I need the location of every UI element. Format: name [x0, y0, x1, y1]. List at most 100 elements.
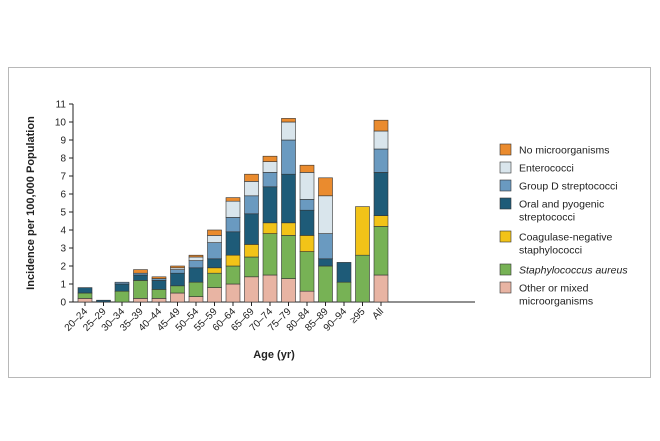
- bar-segment: [188, 254, 204, 258]
- bar-segment: [207, 272, 222, 288]
- legend-label: staphylococci: [519, 245, 582, 257]
- bar-segment: [373, 148, 389, 173]
- bar-segment: [355, 254, 370, 303]
- y-tick-label: 2: [60, 262, 66, 273]
- bar-segment: [318, 233, 333, 260]
- bar-segment: [262, 161, 278, 173]
- bar-segment: [77, 287, 93, 294]
- bar-segment: [262, 274, 278, 303]
- bar-segment: [151, 298, 167, 303]
- bar-segment: [318, 258, 333, 267]
- bar-segment: [244, 173, 259, 182]
- bar-segment: [170, 272, 185, 287]
- figure-frame: 0 1 2 3 4 5 6 7 8 9 10 11 20–24 25–29 30–34 35–39 40–44…: [8, 67, 651, 378]
- y-tick-label: 7: [60, 172, 66, 183]
- bar-segment: [299, 209, 315, 236]
- bar-segment: [281, 278, 296, 303]
- legend-label: microorganisms: [519, 296, 593, 308]
- bar-segment: [244, 244, 259, 258]
- bar-segment: [281, 139, 296, 175]
- y-tick-label: 4: [60, 226, 66, 237]
- bar-segment: [170, 265, 185, 269]
- bars: [77, 118, 389, 303]
- bar-segment: [207, 267, 222, 274]
- bar-segment: [151, 280, 167, 290]
- y-tick-label: 3: [60, 244, 66, 255]
- bar-segment: [262, 233, 278, 276]
- bar-segment: [207, 258, 222, 269]
- bar-segment: [170, 285, 185, 294]
- bar-segment: [207, 229, 222, 236]
- bar-segment: [262, 155, 278, 162]
- y-tick-label: 1: [60, 280, 66, 291]
- bar-segment: [188, 281, 204, 297]
- bar-segment: [262, 186, 278, 224]
- bar-segment: [151, 289, 167, 299]
- bar-segment: [225, 231, 241, 256]
- x-tick-label: ≥95: [348, 306, 368, 326]
- x-axis-title: Age (yr): [253, 349, 295, 361]
- bar-segment: [373, 274, 389, 303]
- legend-swatch: [499, 281, 512, 294]
- bar-segment: [262, 172, 278, 188]
- x-ticks: 20–2425–2930–3435–3940–4445–4950–5455–59…: [63, 302, 386, 334]
- bar-segment: [244, 256, 259, 278]
- legend: No microorganisms Enterococci Group D stre…: [499, 143, 628, 308]
- bar-segment: [133, 280, 148, 299]
- bar-segment: [114, 281, 130, 285]
- bar-segment: [281, 121, 296, 141]
- bar-segment: [299, 290, 315, 303]
- bar-segment: [244, 195, 259, 215]
- legend-label: No microorganisms: [519, 145, 609, 157]
- bar-segment: [318, 177, 333, 197]
- bar-segment: [96, 299, 111, 303]
- bar-segment: [170, 269, 185, 274]
- bar-segment: [299, 251, 315, 292]
- legend-swatch: [499, 197, 512, 210]
- bar-segment: [281, 118, 296, 123]
- bar-segment: [373, 226, 389, 276]
- bar-segment: [77, 292, 93, 299]
- bar-segment: [244, 213, 259, 245]
- bar-segment: [299, 235, 315, 252]
- bar-segment: [133, 298, 148, 303]
- bar-segment: [188, 256, 204, 261]
- y-tick-label: 10: [55, 118, 67, 129]
- bar-segment: [151, 276, 167, 279]
- bar-segment: [373, 130, 389, 150]
- legend-swatch: [499, 143, 512, 156]
- bar-segment: [114, 290, 130, 303]
- legend-swatch: [499, 230, 512, 243]
- bar-segment: [262, 222, 278, 234]
- y-axis-title: Incidence per 100,000 Population: [25, 116, 37, 290]
- bar-segment: [225, 283, 241, 303]
- bar-segment: [225, 254, 241, 267]
- stacked-bar-chart: 0 1 2 3 4 5 6 7 8 9 10 11 20–2425–2930–3435–3940–44…: [25, 100, 628, 362]
- legend-label: Coagulase-negative: [519, 232, 613, 244]
- bar-segment: [355, 206, 370, 256]
- bar-segment: [207, 235, 222, 243]
- bar-segment: [281, 235, 296, 279]
- bar-segment: [318, 265, 333, 303]
- bar-segment: [225, 197, 241, 202]
- legend-swatch: [499, 263, 512, 276]
- bar-segment: [207, 287, 222, 303]
- legend-swatch: [499, 179, 512, 192]
- bar-segment: [133, 274, 148, 281]
- bar-segment: [225, 200, 241, 218]
- bar-segment: [299, 164, 315, 173]
- bar-segment: [281, 222, 296, 236]
- legend-label: Other or mixed: [519, 283, 589, 295]
- bar-segment: [225, 265, 241, 285]
- x-tick-label: All: [370, 306, 386, 322]
- bar-segment: [114, 283, 130, 292]
- bar-segment: [133, 269, 148, 274]
- bar-segment: [299, 172, 315, 200]
- bar-segment: [225, 217, 241, 233]
- legend-label: Group D streptococci: [519, 181, 618, 193]
- bar-segment: [244, 276, 259, 303]
- bar-segment: [373, 119, 389, 132]
- legend-label: Oral and pyogenic: [519, 199, 604, 211]
- y-tick-label: 8: [60, 154, 66, 165]
- bar-segment: [77, 298, 93, 303]
